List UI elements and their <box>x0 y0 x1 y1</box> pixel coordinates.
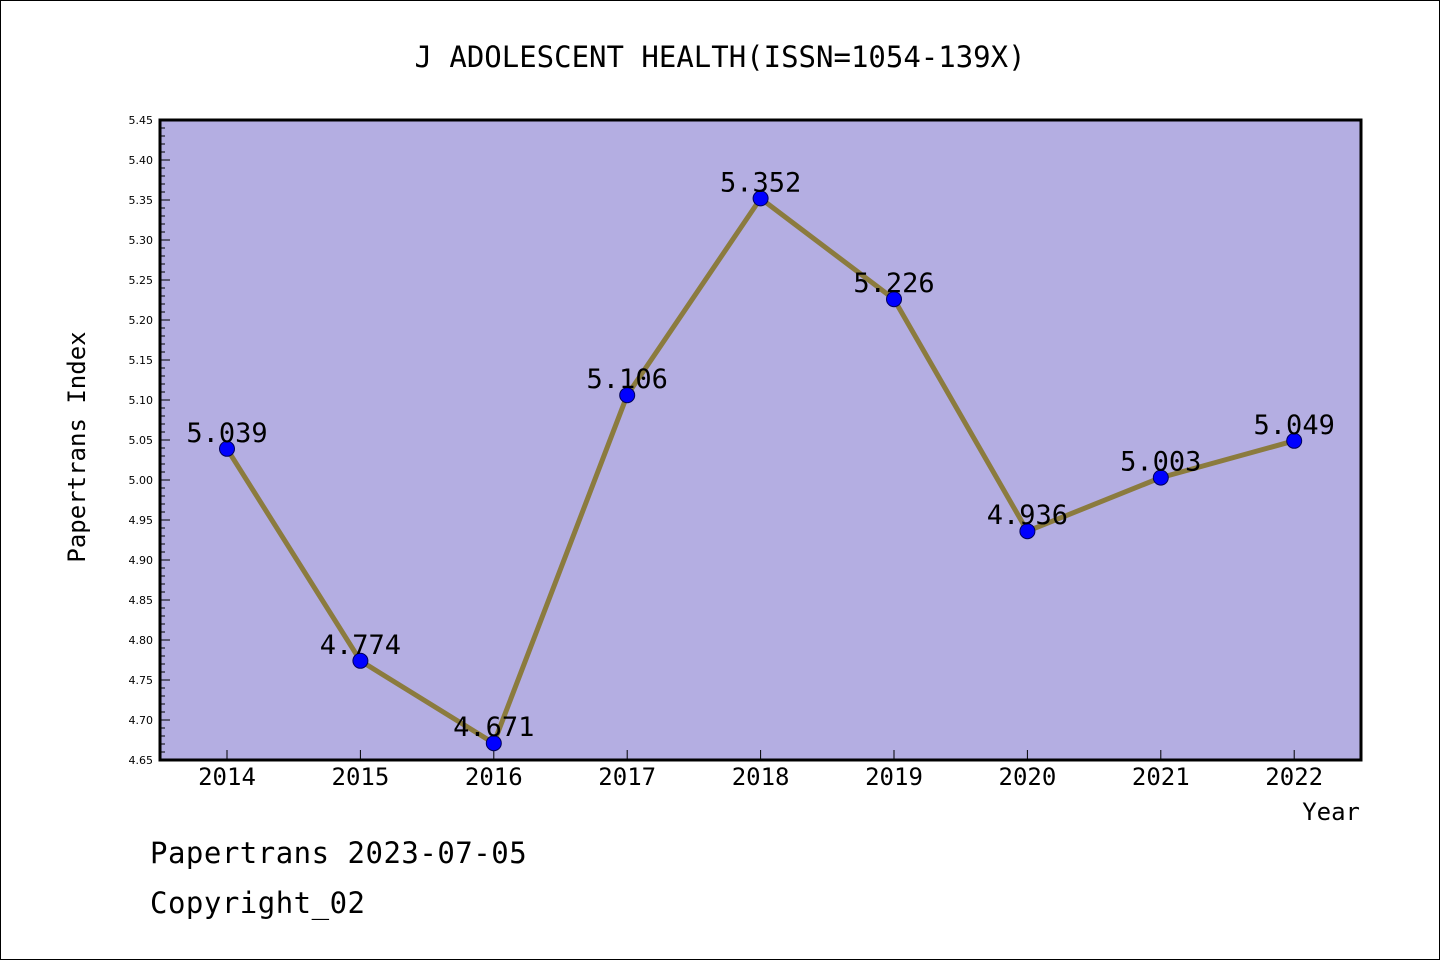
data-label: 5.106 <box>587 364 668 395</box>
plot-area <box>160 120 1361 760</box>
data-label: 4.774 <box>320 630 401 661</box>
data-labels: 5.039 4.774 4.671 5.106 5.352 5.226 4.936 5.003… <box>186 167 1334 743</box>
y-axis-label: Papertrans Index <box>63 331 91 562</box>
data-label: 5.039 <box>186 418 267 449</box>
data-point <box>1019 523 1036 540</box>
x-tick-label: 2017 <box>598 763 656 791</box>
data-point <box>485 735 502 752</box>
data-point <box>886 291 902 308</box>
y-tick-label: 5.10 <box>129 394 154 407</box>
y-tick-label: 5.35 <box>129 194 154 207</box>
x-tick-label: 2021 <box>1132 763 1190 791</box>
y-tick-label: 5.00 <box>129 474 154 487</box>
y-tick-label: 5.25 <box>129 274 154 287</box>
plot-border <box>158 118 1363 762</box>
data-point <box>619 387 636 404</box>
data-point <box>1152 469 1169 486</box>
chart-title: J ADOLESCENT HEALTH(ISSN=1054-139X) <box>414 40 1025 74</box>
data-point <box>1286 432 1303 449</box>
data-point <box>352 652 369 669</box>
y-tick-label: 5.30 <box>129 234 154 247</box>
data-label: 4.671 <box>453 712 534 743</box>
y-tick-label: 4.85 <box>129 594 154 607</box>
x-tick-label: 2018 <box>732 763 790 791</box>
y-axis-ticks: 4.65 4.70 4.75 4.80 4.85 4.90 4.95 5.00 5.05 5.10… <box>129 114 170 767</box>
footer-copyright-text: Copyright_02 <box>150 886 366 920</box>
x-axis-label: Year <box>1302 798 1360 826</box>
y-tick-label: 5.40 <box>129 154 154 167</box>
x-tick-label: 2015 <box>332 763 390 791</box>
y-tick-label: 5.20 <box>129 314 154 327</box>
x-tick-label: 2022 <box>1265 763 1323 791</box>
y-tick-label: 4.75 <box>129 674 154 687</box>
data-label: 5.049 <box>1254 410 1335 441</box>
y-tick-label: 5.15 <box>129 354 154 367</box>
data-label: 5.003 <box>1120 447 1201 478</box>
x-tick-label: 2016 <box>465 763 523 791</box>
data-label: 5.226 <box>853 268 934 299</box>
x-tick-label: 2020 <box>999 763 1057 791</box>
y-tick-label: 4.70 <box>129 714 154 727</box>
x-axis-ticks: 2014 2015 2016 2017 2018 2019 2020 2021 2022 <box>198 750 1323 791</box>
y-tick-label: 5.45 <box>129 114 154 127</box>
data-label: 4.936 <box>987 500 1068 531</box>
x-tick-label: 2014 <box>198 763 256 791</box>
series-markers <box>219 190 1303 752</box>
data-point <box>752 190 769 207</box>
y-tick-label: 4.80 <box>129 634 154 647</box>
x-tick-label: 2019 <box>865 763 923 791</box>
y-tick-label: 4.95 <box>129 514 154 527</box>
data-label: 5.352 <box>720 167 801 198</box>
footer-date-text: Papertrans 2023-07-05 <box>150 836 528 870</box>
y-tick-label: 4.90 <box>129 554 154 567</box>
data-point <box>219 440 235 457</box>
y-tick-label: 4.65 <box>129 754 154 767</box>
y-tick-label: 5.05 <box>129 434 154 447</box>
